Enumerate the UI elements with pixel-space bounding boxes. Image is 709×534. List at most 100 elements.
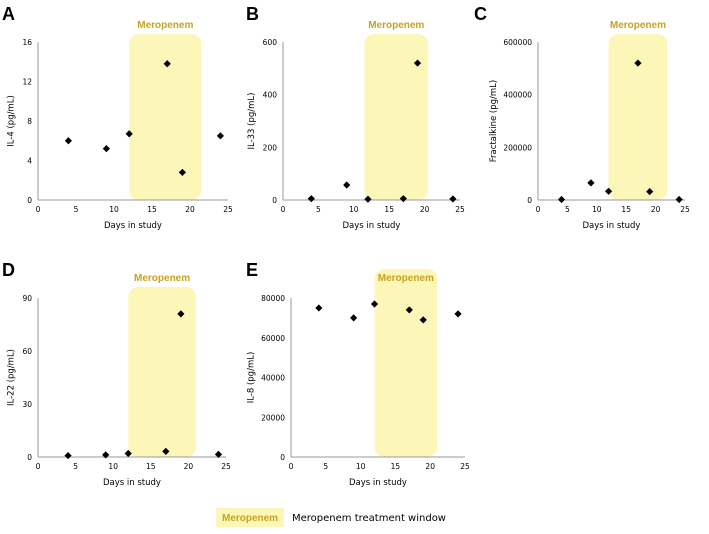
- data-point: [419, 316, 427, 324]
- data-point: [102, 145, 110, 153]
- treatment-window: [364, 34, 429, 200]
- y-tick-label: 12: [22, 78, 32, 87]
- y-tick-label: 0: [27, 453, 32, 462]
- y-tick-label: 80000: [261, 294, 285, 303]
- data-point: [162, 447, 170, 455]
- y-axis-title: Fractalkine (pg/mL): [489, 80, 499, 162]
- y-axis-title: IL-8 (pg/mL): [247, 352, 257, 404]
- y-tick-label: 16: [22, 38, 32, 47]
- legend: Meropenem Meropenem treatment window: [216, 508, 446, 527]
- panel-letter: B: [246, 4, 259, 24]
- treatment-window: [374, 269, 438, 457]
- data-point: [449, 195, 457, 203]
- y-axis-title: IL-33 (pg/mL): [247, 93, 257, 150]
- y-tick-label: 40000: [261, 374, 285, 383]
- treatment-window-label: Meropenem: [134, 273, 190, 284]
- x-tick-label: 25: [455, 205, 465, 214]
- chart-panel-e: Meropenem 0 5 10 15 20 25 0 20000 40000 60000 80000…: [246, 260, 470, 488]
- y-tick-label: 600: [263, 38, 278, 47]
- x-tick-label: 5: [323, 462, 328, 471]
- x-axis-title: Days in study: [583, 221, 641, 231]
- x-tick-label: 0: [36, 205, 41, 214]
- y-tick-label: 8: [27, 117, 32, 126]
- data-point: [343, 181, 351, 189]
- y-tick-label: 400000: [503, 91, 532, 100]
- x-tick-label: 0: [36, 462, 41, 471]
- y-tick-label: 20000: [261, 413, 285, 422]
- x-tick-label: 0: [289, 462, 294, 471]
- data-point: [214, 450, 223, 458]
- legend-swatch: [216, 508, 284, 527]
- data-point: [216, 132, 224, 140]
- x-axis-title: Days in study: [349, 478, 407, 488]
- x-tick-label: 25: [221, 462, 231, 471]
- data-point: [124, 449, 132, 458]
- x-tick-label: 10: [109, 205, 119, 214]
- treatment-window-label: Meropenem: [137, 20, 193, 31]
- x-tick-label: 25: [460, 462, 470, 471]
- data-point: [454, 310, 462, 318]
- x-axis-title: Days in study: [104, 221, 162, 231]
- x-tick-label: 20: [185, 205, 195, 214]
- data-point: [163, 60, 171, 68]
- chart-panels: Meropenem 0 5 10 15 20 25 0 4 8 12 16 Days in study I…: [2, 4, 690, 488]
- x-tick-label: 25: [223, 205, 233, 214]
- data-point: [307, 195, 315, 203]
- x-tick-label: 20: [420, 205, 430, 214]
- treatment-window: [128, 287, 196, 457]
- y-tick-label: 60: [22, 347, 32, 356]
- y-tick-label: 90: [22, 294, 32, 303]
- x-tick-label: 10: [356, 462, 366, 471]
- x-tick-label: 5: [316, 205, 321, 214]
- x-tick-label: 15: [621, 205, 631, 214]
- treatment-window-label: Meropenem: [610, 20, 666, 31]
- y-tick-label: 60000: [261, 334, 285, 343]
- legend-text: Meropenem treatment window: [292, 513, 446, 524]
- y-axis-title: IL-4 (pg/mL): [6, 95, 16, 147]
- y-tick-label: 200000: [503, 143, 532, 152]
- y-tick-label: 0: [280, 453, 285, 462]
- x-tick-label: 5: [565, 205, 570, 214]
- data-point: [646, 187, 654, 196]
- legend-swatch-label: Meropenem: [222, 513, 278, 524]
- x-tick-label: 20: [184, 462, 194, 471]
- x-tick-label: 10: [108, 462, 118, 471]
- panel-letter: C: [474, 4, 487, 24]
- x-tick-label: 5: [73, 462, 78, 471]
- data-point: [350, 314, 358, 322]
- x-tick-label: 10: [592, 205, 602, 214]
- chart-panel-a: Meropenem 0 5 10 15 20 25 0 4 8 12 16 Days in study I…: [2, 4, 233, 231]
- x-tick-label: 0: [281, 205, 286, 214]
- data-point: [177, 310, 185, 318]
- x-tick-label: 25: [680, 205, 690, 214]
- y-tick-label: 0: [27, 196, 32, 205]
- y-axis-title: IL-22 (pg/mL): [6, 349, 16, 406]
- treatment-window: [129, 34, 202, 200]
- data-point: [557, 195, 566, 204]
- x-tick-label: 5: [74, 205, 79, 214]
- x-tick-label: 20: [425, 462, 435, 471]
- x-tick-label: 15: [146, 462, 156, 471]
- x-axis-title: Days in study: [343, 221, 401, 231]
- y-tick-label: 400: [263, 91, 278, 100]
- y-tick-label: 30: [22, 400, 32, 409]
- x-tick-label: 20: [651, 205, 661, 214]
- y-tick-label: 4: [27, 157, 32, 166]
- treatment-window-label: Meropenem: [368, 20, 424, 31]
- data-point: [102, 451, 110, 459]
- x-axis-title: Days in study: [103, 478, 161, 488]
- chart-panel-b: Meropenem 0 5 10 15 20 25 0 200 400 600 Days in stu…: [246, 4, 465, 231]
- chart-panel-d: Meropenem 0 5 10 15 20 25 0 30 60 90 Days in study I…: [2, 260, 231, 488]
- panel-letter: A: [2, 4, 15, 24]
- panel-letter: D: [2, 260, 15, 280]
- data-point: [413, 59, 422, 67]
- x-tick-label: 15: [391, 462, 401, 471]
- chart-panel-c: Meropenem 0 5 10 15 20 25 0 200000 400000 600000 Da…: [474, 4, 690, 231]
- data-point: [604, 187, 613, 195]
- data-point: [634, 59, 642, 67]
- data-point: [178, 168, 186, 176]
- data-point: [125, 130, 133, 138]
- data-point: [364, 195, 372, 203]
- data-point: [405, 306, 413, 314]
